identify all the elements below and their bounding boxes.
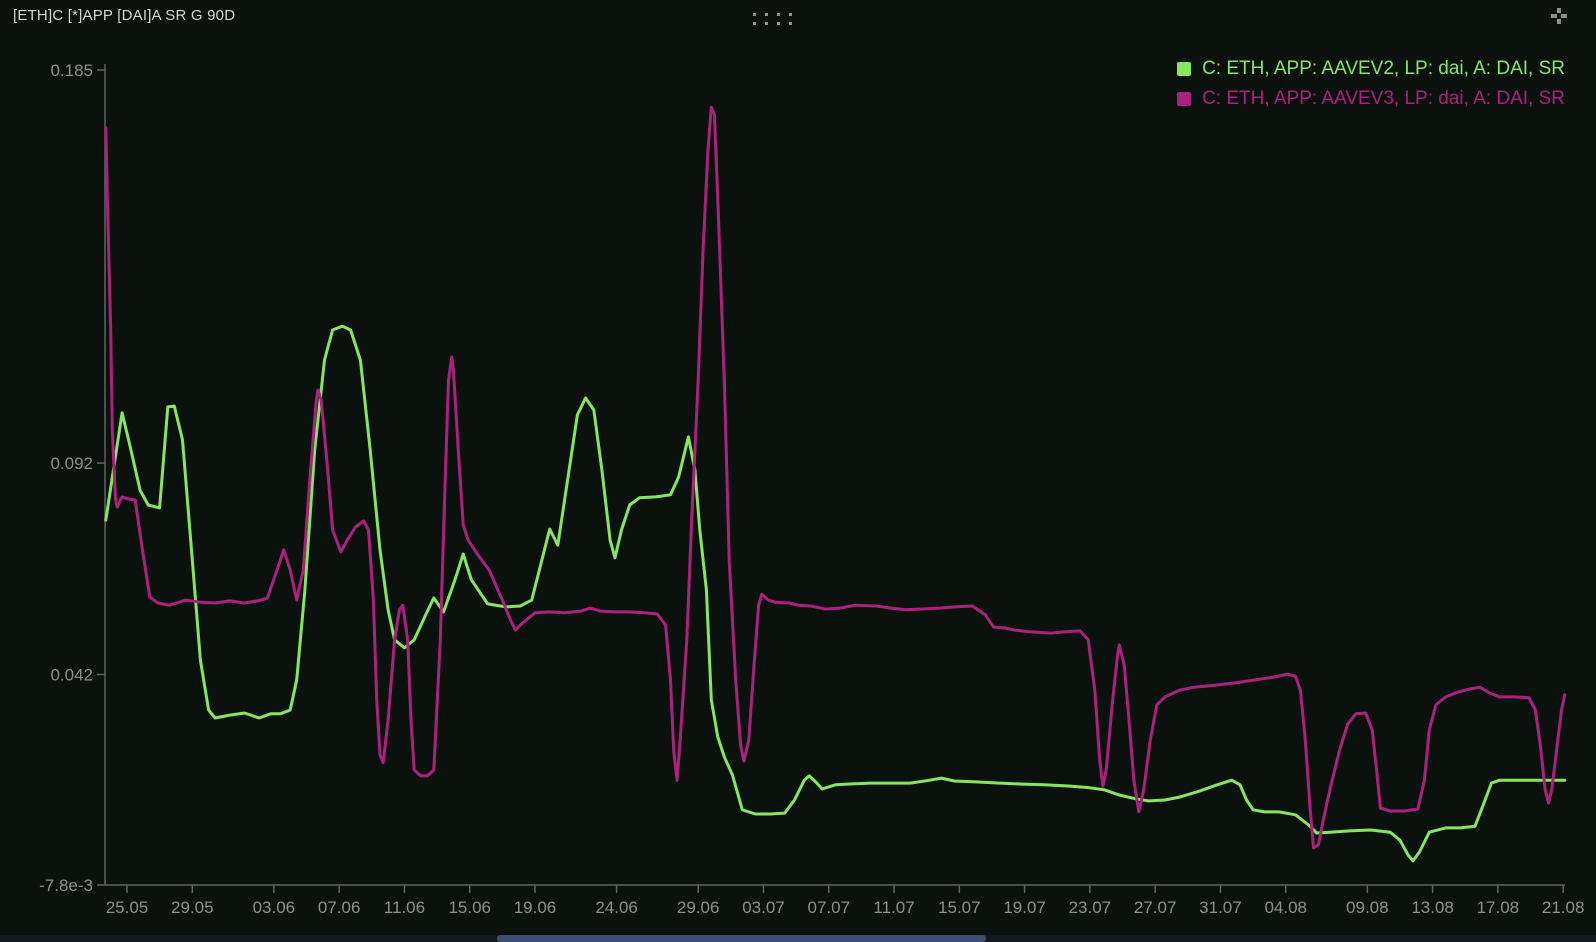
legend-label-aavev3: C: ETH, APP: AAVEV3, LP: dai, A: DAI, SR <box>1202 88 1565 109</box>
x-tick-label: 24.06 <box>595 898 638 917</box>
x-tick-label: 19.07 <box>1003 898 1046 917</box>
legend-item-aavev2[interactable]: C: ETH, APP: AAVEV2, LP: dai, A: DAI, SR <box>1177 58 1565 80</box>
legend-swatch-aavev3-icon <box>1177 92 1192 106</box>
series-line-aavev3[interactable] <box>104 105 1567 850</box>
y-tick-label: 0.042 <box>50 665 93 684</box>
x-tick-label: 11.06 <box>384 898 425 917</box>
x-tick-label: 13.08 <box>1411 898 1454 917</box>
x-tick-label: 29.05 <box>171 898 214 917</box>
drag-dots-icon[interactable] <box>753 13 792 25</box>
legend-swatch-aavev2-icon <box>1177 62 1192 76</box>
x-tick-label: 25.05 <box>106 898 149 917</box>
x-tick-label: 15.07 <box>938 898 981 917</box>
x-tick-label: 07.07 <box>807 898 850 917</box>
x-tick-label: 17.08 <box>1477 898 1520 917</box>
x-tick-label: 11.07 <box>873 898 914 917</box>
x-tick-label: 21.08 <box>1542 898 1585 917</box>
panel-titlebar: [ETH]C [*]APP [DAI]A SR G 90D <box>0 0 1596 34</box>
x-tick-label: 29.06 <box>677 898 720 917</box>
x-tick-label: 19.06 <box>514 898 557 917</box>
legend: C: ETH, APP: AAVEV2, LP: dai, A: DAI, SR… <box>1177 58 1565 110</box>
x-tick-label: 23.07 <box>1069 898 1112 917</box>
legend-item-aavev3[interactable]: C: ETH, APP: AAVEV3, LP: dai, A: DAI, SR <box>1177 88 1565 110</box>
y-tick-label: -7.8e-3 <box>39 876 93 895</box>
x-tick-label: 15.06 <box>448 898 491 917</box>
collapse-button[interactable] <box>1549 6 1569 26</box>
x-tick-label: 27.07 <box>1134 898 1177 917</box>
series-line-aavev2[interactable] <box>104 324 1567 863</box>
x-tick-label: 07.06 <box>318 898 361 917</box>
y-tick-label: 0.185 <box>50 61 93 80</box>
legend-label-aavev2: C: ETH, APP: AAVEV2, LP: dai, A: DAI, SR <box>1202 58 1565 79</box>
collapse-arrows-icon <box>1551 8 1567 24</box>
panel-title: [ETH]C [*]APP [DAI]A SR G 90D <box>13 7 236 24</box>
x-tick-label: 03.07 <box>742 898 785 917</box>
x-tick-label: 09.08 <box>1346 898 1389 917</box>
x-tick-label: 31.07 <box>1199 898 1242 917</box>
y-tick-label: 0.092 <box>50 454 93 473</box>
x-tick-label: 03.06 <box>253 898 296 917</box>
x-tick-label: 04.08 <box>1264 898 1307 917</box>
horizontal-scrollbar-thumb[interactable] <box>497 935 986 942</box>
